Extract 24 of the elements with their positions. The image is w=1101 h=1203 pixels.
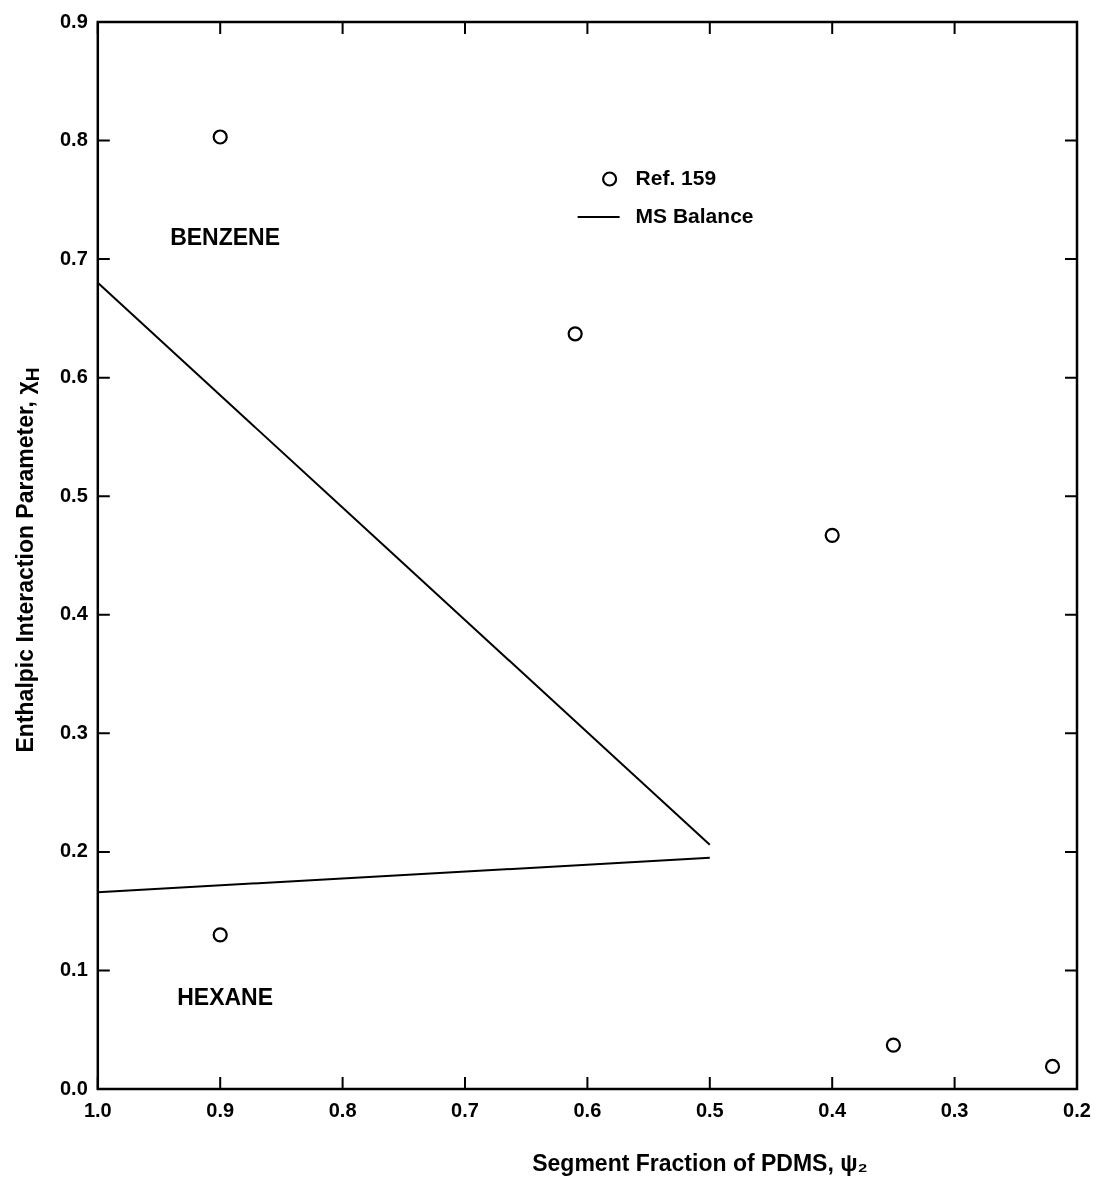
x-tick-label: 0.6 [573,1098,602,1121]
x-tick-label: 1.0 [83,1098,112,1121]
y-tick-label: 0.1 [59,957,88,980]
y-tick-label: 0.8 [59,128,88,151]
annotation: HEXANE [177,983,274,1010]
x-tick-label: 0.7 [451,1098,479,1121]
y-tick-label: 0.0 [59,1076,88,1099]
x-tick-label: 0.4 [818,1098,847,1121]
y-tick-label: 0.6 [59,365,88,388]
x-axis-title: Segment Fraction of PDMS, ψ₂ [532,1149,868,1177]
y-tick-label: 0.2 [59,839,88,862]
y-tick-label: 0.3 [59,720,88,743]
x-tick-label: 0.3 [940,1098,969,1121]
legend-label: Ref. 159 [635,165,717,189]
y-tick-label: 0.7 [59,246,88,269]
x-tick-label: 0.2 [1063,1098,1091,1121]
legend-label: MS Balance [635,203,754,227]
y-tick-label: 0.9 [59,9,88,32]
x-tick-label: 0.9 [206,1098,235,1121]
x-tick-label: 0.5 [695,1098,724,1121]
x-tick-label: 0.8 [328,1098,357,1121]
annotation: BENZENE [170,223,281,250]
y-tick-label: 0.4 [59,602,89,625]
y-tick-label: 0.5 [59,483,88,506]
